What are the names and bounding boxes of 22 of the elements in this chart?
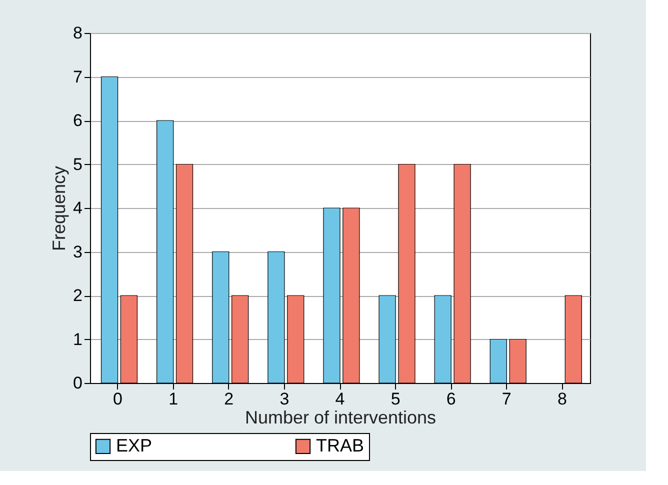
x-tick-label: 6 [446,390,456,408]
legend-label: TRAB [316,435,364,456]
legend-label: EXP [116,435,152,456]
x-tick-label: 1 [168,390,178,408]
x-tick-label: 3 [280,390,290,408]
y-tick-label: 5 [73,154,82,174]
x-tick-label: 7 [502,390,512,408]
y-tick-label: 3 [73,242,82,262]
y-tick-label: 7 [73,67,82,86]
x-tick-label: 2 [224,390,234,408]
y-tick-label: 1 [73,330,82,349]
y-tick-label: 6 [73,111,82,130]
y-tick-label: 2 [73,286,82,305]
x-tick-label: 0 [113,390,123,408]
y-tick-label: 4 [73,198,82,218]
y-tick-label: 0 [73,374,82,392]
x-tick-label: 8 [557,390,567,408]
x-axis-title: Number of interventions [244,408,436,428]
y-axis-title: Frequency [49,166,70,252]
y-tick-label: 8 [73,24,82,42]
x-tick-label: 4 [335,390,345,408]
x-tick-label: 5 [390,390,400,408]
